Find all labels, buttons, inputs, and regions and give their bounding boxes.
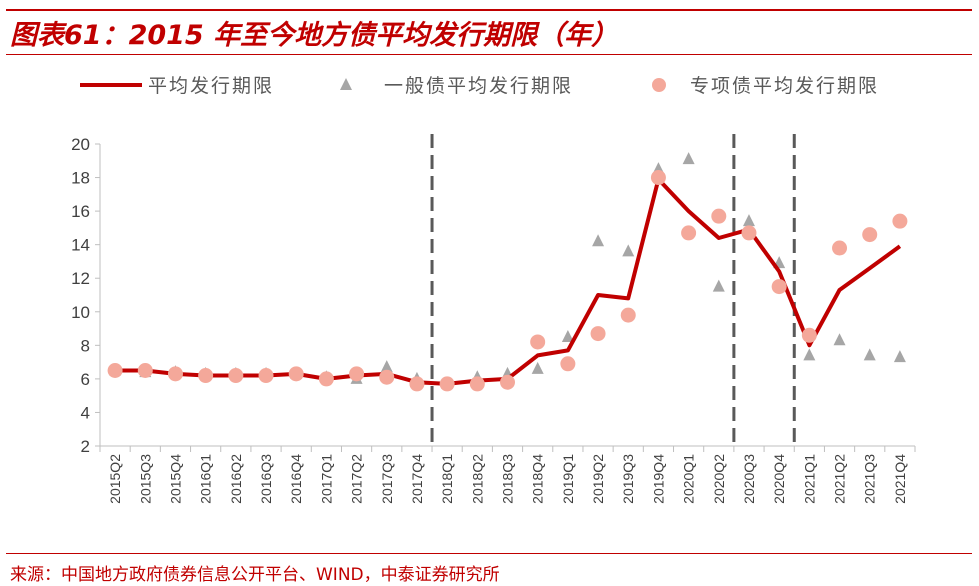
- special-bond-point: [500, 374, 515, 390]
- special-bond-point: [409, 376, 425, 392]
- x-tick-label: 2016Q4: [288, 454, 304, 504]
- special-bond-point: [379, 369, 395, 385]
- x-tick-label: 2020Q2: [711, 454, 727, 504]
- general-bond-point: [531, 361, 544, 374]
- x-axis: 2015Q2 2015Q3 2015Q4 2016Q1 2016Q2 2016Q3 2016…: [99, 445, 916, 504]
- legend-triangle-swatch: [340, 78, 352, 90]
- x-tick-label: 2018Q4: [530, 454, 546, 504]
- general-bond-point: [833, 333, 846, 346]
- special-bond-point: [801, 327, 817, 343]
- special-bond-point: [349, 366, 365, 382]
- general-bond-point: [622, 244, 635, 257]
- x-tick-label: 2015Q4: [167, 454, 183, 504]
- y-tick-label: 2: [81, 437, 90, 456]
- special-bond-point: [862, 227, 878, 243]
- general-bond-point: [742, 214, 755, 227]
- x-tick-label: 2021Q1: [801, 454, 817, 504]
- x-tick-label: 2019Q4: [650, 454, 666, 504]
- special-bond-point: [228, 368, 244, 384]
- y-tick-label: 4: [81, 403, 90, 422]
- title-rule: [6, 54, 972, 55]
- special-bond-point: [288, 366, 304, 382]
- general-bond-point: [712, 279, 725, 292]
- special-bond-point: [107, 363, 123, 378]
- general-bond-point: [682, 152, 695, 165]
- x-tick-label: 2021Q4: [892, 454, 908, 504]
- special-bond-point: [137, 363, 153, 378]
- special-bond-point: [620, 307, 636, 323]
- legend-circle-swatch: [652, 78, 666, 92]
- legend-label-average: 平均发行期限: [148, 75, 274, 97]
- y-tick-label: 16: [71, 202, 90, 221]
- period-dividers: [430, 134, 796, 446]
- source-note: 来源：中国地方政府债券信息公开平台、WIND，中泰证券研究所: [10, 565, 500, 585]
- x-tick-label: 2017Q1: [318, 454, 334, 504]
- general-bond-point: [863, 348, 876, 361]
- special-bond-point: [741, 225, 757, 241]
- x-tick-label: 2016Q2: [228, 454, 244, 504]
- x-tick-label: 2021Q2: [832, 454, 848, 504]
- special-bond-point: [832, 240, 848, 256]
- general-bond-point: [893, 350, 906, 363]
- general-bond-point: [380, 360, 393, 373]
- special-bond-point: [469, 376, 485, 392]
- x-tick-label: 2018Q1: [439, 454, 455, 504]
- bottom-rule: [6, 553, 972, 554]
- special-bond-point: [590, 326, 606, 342]
- x-tick-label: 2018Q2: [469, 454, 485, 504]
- special-bond-point: [892, 213, 908, 229]
- x-tick-label: 2017Q2: [349, 454, 365, 504]
- x-tick-label: 2018Q3: [500, 454, 516, 504]
- special-bond-point: [530, 334, 546, 350]
- x-tick-label: 2017Q4: [409, 454, 425, 504]
- x-tick-label: 2016Q3: [258, 454, 274, 504]
- y-tick-label: 12: [71, 269, 90, 288]
- legend-label-special: 专项债平均发行期限: [690, 75, 879, 97]
- y-tick-label: 20: [71, 135, 90, 154]
- chart-area: 平均发行期限 一般债平均发行期限 专项债平均发行期限 2 4 6 8 10 12 14 16 1…: [71, 75, 916, 504]
- y-tick-label: 6: [81, 370, 90, 389]
- special-bond-point: [258, 368, 274, 384]
- y-axis: 2 4 6 8 10 12 14 16 18 20: [71, 135, 101, 456]
- special-bond-point: [711, 208, 727, 224]
- x-tick-label: 2019Q1: [560, 454, 576, 504]
- special-bond-point: [439, 376, 455, 392]
- general-bond-point: [592, 234, 605, 247]
- x-tick-label: 2020Q4: [771, 454, 787, 504]
- x-tick-label: 2019Q3: [620, 454, 636, 504]
- x-tick-label: 2015Q3: [137, 454, 153, 504]
- y-tick-label: 8: [81, 336, 90, 355]
- legend: 平均发行期限 一般债平均发行期限 专项债平均发行期限: [80, 75, 879, 97]
- x-tick-label: 2020Q3: [741, 454, 757, 504]
- y-tick-label: 14: [71, 236, 90, 255]
- legend-label-general: 一般债平均发行期限: [384, 75, 573, 97]
- special-bond-point: [167, 366, 183, 382]
- general-bond-point: [803, 348, 816, 361]
- special-bond-point: [198, 368, 214, 384]
- x-tick-label: 2021Q3: [862, 454, 878, 504]
- general-bond-point: [561, 329, 574, 342]
- special-bond-point: [771, 279, 787, 295]
- y-tick-label: 10: [71, 303, 90, 322]
- top-rule: [6, 9, 972, 11]
- x-tick-label: 2015Q2: [107, 454, 123, 504]
- x-tick-label: 2020Q1: [681, 454, 697, 504]
- x-tick-label: 2017Q3: [379, 454, 395, 504]
- x-tick-label: 2019Q2: [590, 454, 606, 504]
- chart-title: 图表61：2015 年至今地方债平均发行期限（年）: [10, 20, 619, 51]
- special-bond-point: [560, 356, 576, 372]
- x-tick-label: 2016Q1: [198, 454, 214, 504]
- special-bond-point: [318, 371, 334, 387]
- y-tick-label: 18: [71, 169, 90, 188]
- plot-series: [107, 152, 908, 392]
- special-bond-point: [650, 170, 666, 186]
- special-bond-point: [681, 225, 697, 241]
